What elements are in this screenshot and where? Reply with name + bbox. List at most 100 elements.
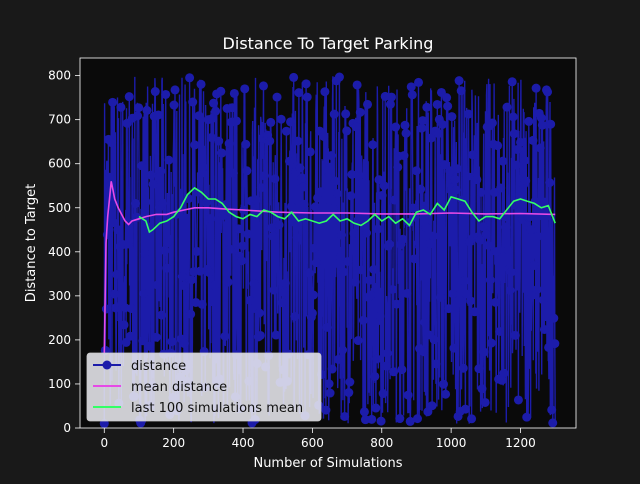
distance-point: [428, 231, 438, 241]
y-tick-label: 600: [48, 157, 71, 171]
distance-point: [104, 172, 114, 182]
distance-point: [328, 203, 338, 213]
distance-point: [101, 304, 111, 314]
distance-point: [507, 77, 517, 87]
distance-point: [322, 322, 332, 332]
distance-point: [463, 109, 473, 119]
distance-point: [379, 181, 389, 191]
y-tick-label: 300: [48, 289, 71, 303]
distance-point: [225, 244, 235, 254]
distance-point: [152, 280, 162, 290]
distance-point: [495, 326, 505, 336]
distance-point: [377, 190, 387, 200]
distance-point: [227, 103, 237, 113]
distance-point: [350, 277, 360, 287]
distance-point: [445, 166, 455, 176]
distance-point: [497, 375, 507, 385]
distance-point: [318, 201, 328, 211]
distance-point: [358, 315, 368, 325]
distance-point: [539, 324, 549, 334]
distance-point: [454, 76, 464, 86]
distance-point: [393, 162, 403, 172]
distance-point: [526, 225, 536, 235]
distance-point: [150, 87, 160, 97]
distance-point: [228, 168, 238, 178]
distance-point: [249, 279, 259, 289]
distance-point: [242, 166, 252, 176]
distance-point: [389, 367, 399, 377]
y-tick-label: 500: [48, 201, 71, 215]
distance-point: [272, 92, 282, 102]
distance-point: [224, 139, 234, 149]
distance-point: [422, 102, 432, 112]
distance-point: [223, 277, 233, 287]
distance-point: [344, 388, 354, 398]
distance-point: [137, 161, 147, 171]
distance-point: [241, 139, 251, 149]
distance-point: [448, 289, 458, 299]
distance-point: [163, 237, 173, 247]
legend-label-distance: distance: [131, 359, 186, 374]
distance-point: [399, 151, 409, 161]
distance-point: [357, 178, 367, 188]
legend-label-mean: mean distance: [131, 380, 227, 395]
distance-point: [130, 199, 140, 209]
distance-point: [378, 389, 388, 399]
distance-point: [441, 389, 451, 399]
distance-point: [477, 384, 487, 394]
distance-point: [340, 411, 350, 421]
distance-point: [439, 379, 449, 389]
distance-point: [412, 414, 422, 424]
distance-point: [108, 97, 118, 107]
distance-point: [116, 102, 126, 112]
distance-point: [376, 416, 386, 426]
distance-point: [370, 371, 380, 381]
distance-point: [491, 297, 501, 307]
distance-point: [522, 412, 532, 422]
distance-point: [392, 299, 402, 309]
distance-point: [229, 88, 239, 98]
distance-point: [194, 111, 204, 121]
distance-point: [195, 266, 205, 276]
distance-point: [329, 109, 339, 119]
distance-point: [508, 112, 518, 122]
distance-point: [368, 140, 378, 150]
distance-point: [345, 377, 355, 387]
legend-label-last100: last 100 simulations mean: [131, 401, 303, 416]
distance-point: [164, 155, 174, 165]
distance-point: [496, 183, 506, 193]
distance-point: [187, 275, 197, 285]
distance-point: [543, 87, 553, 97]
distance-point: [112, 269, 122, 279]
distance-point: [161, 89, 171, 99]
distance-point: [270, 174, 280, 184]
distance-point: [142, 105, 152, 115]
distance-point: [349, 228, 359, 238]
distance-point: [432, 99, 442, 109]
distance-point: [506, 267, 516, 277]
legend-box: [86, 352, 322, 422]
distance-point: [395, 414, 405, 424]
distance-point: [334, 72, 344, 82]
distance-point: [416, 184, 426, 194]
distance-point: [433, 129, 443, 139]
distance-point: [538, 295, 548, 305]
distance-point: [503, 245, 513, 255]
distance-point: [362, 228, 372, 238]
distance-point: [332, 189, 342, 199]
distance-point: [421, 222, 431, 232]
distance-point: [279, 288, 289, 298]
distance-point: [305, 147, 315, 157]
distance-point: [406, 82, 416, 92]
distance-point: [160, 245, 170, 255]
distance-point: [456, 86, 466, 96]
distance-point: [374, 175, 384, 185]
distance-point: [359, 407, 369, 417]
distance-point: [295, 163, 305, 173]
distance-point: [402, 288, 412, 298]
distance-point: [231, 116, 241, 126]
distance-point: [479, 347, 489, 357]
distance-point: [124, 92, 134, 102]
distance-point: [146, 170, 156, 180]
distance-point: [125, 331, 135, 341]
